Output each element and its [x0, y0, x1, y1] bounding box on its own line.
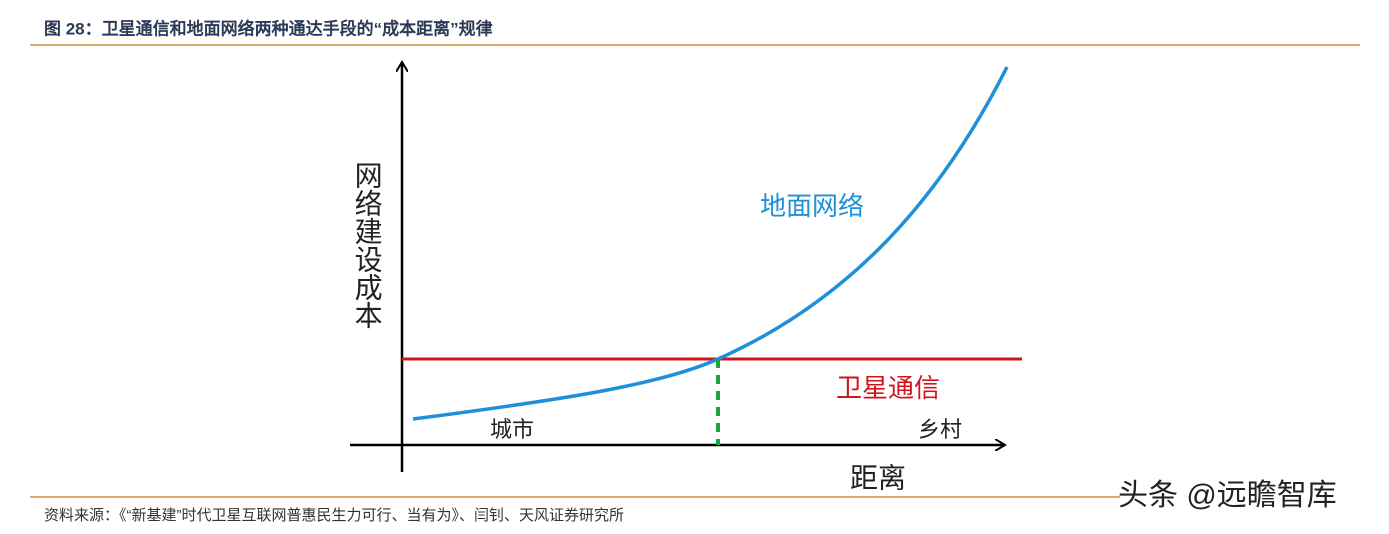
figure-title: 图 28：卫星通信和地面网络两种通达手段的“成本距离”规律: [44, 18, 493, 38]
y-axis-label: 网络建设成本: [352, 161, 383, 329]
village-label: 乡村: [918, 417, 962, 442]
ground-curve: [412, 66, 1009, 421]
ground-label: 地面网络: [760, 191, 864, 221]
x-axis-label: 距离: [850, 462, 906, 493]
satellite-label: 卫星通信: [836, 373, 940, 403]
watermark: 头条 @远瞻智库: [1118, 479, 1337, 512]
source-note: 资料来源：《“新基建”时代卫星互联网普惠民生力可行、当有为》、闫钊、天风证券研究…: [44, 507, 624, 524]
city-label: 城市: [490, 417, 534, 442]
